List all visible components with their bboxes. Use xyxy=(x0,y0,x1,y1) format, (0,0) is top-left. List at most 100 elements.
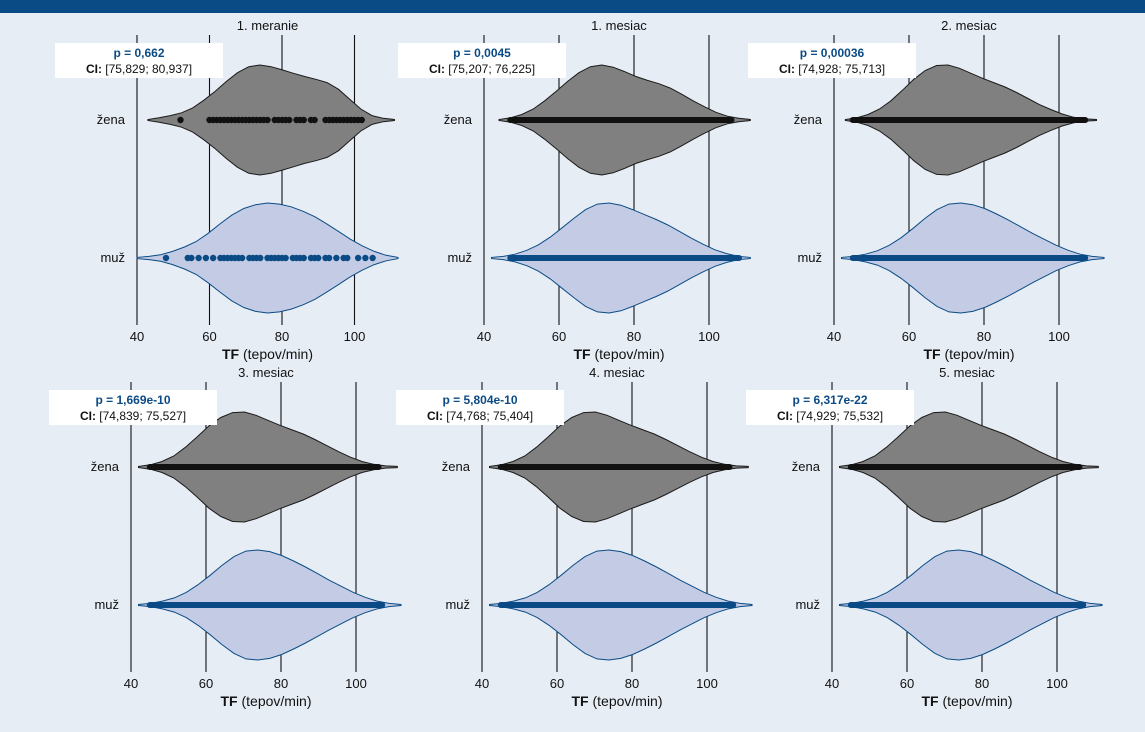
category-label: žena xyxy=(794,112,823,127)
p-value: p = 1,669e-10 xyxy=(95,393,170,407)
annotation-box xyxy=(398,43,566,78)
x-tick-label: 40 xyxy=(825,676,839,691)
p-value: p = 0,0045 xyxy=(453,46,511,60)
data-point-muz xyxy=(195,254,202,262)
panel-title: 3. mesiac xyxy=(238,365,294,380)
x-tick-label: 60 xyxy=(552,329,566,344)
x-tick-label: 80 xyxy=(625,676,639,691)
data-point-muz xyxy=(325,254,333,262)
panel-4: 3. mesiac žena muž 40 60 80 100 TF (tepov/min) p… xyxy=(49,365,402,709)
category-label: muž xyxy=(795,597,820,612)
confidence-interval: CI: [75,207; 76,225] xyxy=(429,62,535,76)
data-point-muz xyxy=(209,254,217,262)
data-point-muz xyxy=(333,254,340,262)
stats-annotation: p = 1,669e-10 CI: [74,839; 75,527] xyxy=(49,390,217,425)
data-point-muz xyxy=(188,254,195,262)
x-axis-label: TF (tepov/min) xyxy=(222,346,313,362)
x-tick-label: 80 xyxy=(274,676,288,691)
data-point-muz xyxy=(344,254,351,262)
data-point-muz xyxy=(282,254,289,262)
x-axis-label: TF (tepov/min) xyxy=(220,693,311,709)
x-tick-label: 80 xyxy=(275,329,289,344)
category-label: muž xyxy=(100,250,125,265)
x-tick-label: 100 xyxy=(698,329,720,344)
panel-title: 5. mesiac xyxy=(939,365,995,380)
panel-5: 4. mesiac žena muž 40 60 80 100 TF (tepov/min) p… xyxy=(396,365,753,709)
x-tick-label: 100 xyxy=(345,676,367,691)
x-tick-label: 60 xyxy=(902,329,916,344)
panel-title: 1. mesiac xyxy=(591,18,647,33)
x-axis-label: TF (tepov/min) xyxy=(921,693,1012,709)
stats-annotation: p = 0,00036 CI: [74,928; 75,713] xyxy=(748,43,916,78)
category-label: muž xyxy=(445,597,470,612)
data-point-zena xyxy=(286,116,293,124)
x-tick-label: 60 xyxy=(900,676,914,691)
x-tick-label: 100 xyxy=(344,329,366,344)
x-tick-label: 80 xyxy=(977,329,991,344)
category-label: žena xyxy=(91,459,120,474)
data-point-muz xyxy=(238,254,246,262)
x-tick-label: 60 xyxy=(199,676,213,691)
data-point-muz xyxy=(354,254,362,262)
data-point-zena xyxy=(358,116,365,124)
data-point-muz xyxy=(202,254,210,262)
confidence-interval: CI: [74,929; 75,532] xyxy=(777,409,883,423)
category-label: žena xyxy=(97,112,126,127)
category-label: žena xyxy=(444,112,473,127)
annotation-box xyxy=(49,390,217,425)
violin-zena xyxy=(147,64,395,176)
data-point-muz xyxy=(362,254,369,262)
panel-title: 1. meranie xyxy=(237,18,298,33)
x-tick-label: 100 xyxy=(1046,676,1068,691)
annotation-box xyxy=(746,390,914,425)
x-tick-label: 40 xyxy=(475,676,489,691)
x-axis-label: TF (tepov/min) xyxy=(571,693,662,709)
x-axis-label: TF (tepov/min) xyxy=(573,346,664,362)
confidence-interval: CI: [74,768; 75,404] xyxy=(427,409,533,423)
x-tick-label: 80 xyxy=(975,676,989,691)
x-tick-label: 100 xyxy=(1048,329,1070,344)
annotation-box xyxy=(396,390,564,425)
x-tick-label: 40 xyxy=(827,329,841,344)
confidence-interval: CI: [75,829; 80,937] xyxy=(86,62,192,76)
p-value: p = 0,00036 xyxy=(800,46,865,60)
x-tick-label: 100 xyxy=(696,676,718,691)
stats-annotation: p = 5,804e-10 CI: [74,768; 75,404] xyxy=(396,390,564,425)
data-point-zena xyxy=(264,116,271,124)
stats-annotation: p = 6,317e-22 CI: [74,929; 75,532] xyxy=(746,390,914,425)
confidence-interval: CI: [74,928; 75,713] xyxy=(779,62,885,76)
data-point-muz xyxy=(315,254,322,262)
header-band xyxy=(0,0,1145,13)
x-tick-label: 60 xyxy=(550,676,564,691)
annotation-box xyxy=(55,43,223,78)
confidence-interval: CI: [74,839; 75,527] xyxy=(80,409,186,423)
panel-title: 2. mesiac xyxy=(941,18,997,33)
annotation-box xyxy=(748,43,916,78)
x-tick-label: 60 xyxy=(202,329,216,344)
category-label: žena xyxy=(442,459,471,474)
stats-annotation: p = 0,0045 CI: [75,207; 76,225] xyxy=(398,43,566,78)
data-point-muz xyxy=(300,254,307,262)
x-tick-label: 80 xyxy=(627,329,641,344)
category-label: muž xyxy=(94,597,119,612)
panel-title: 4. mesiac xyxy=(589,365,645,380)
x-axis-label: TF (tepov/min) xyxy=(923,346,1014,362)
panel-3: 2. mesiac žena muž 40 60 80 100 TF (tepov/min) p… xyxy=(748,18,1105,362)
data-point-muz xyxy=(369,254,376,262)
x-tick-label: 40 xyxy=(130,329,144,344)
p-value: p = 0,662 xyxy=(113,46,164,60)
data-point-zena xyxy=(300,116,307,124)
data-point-zena xyxy=(311,116,318,124)
panel-1: 1. meranie žena muž 40 60 80 100 TF (tepov/min)… xyxy=(55,18,399,362)
stats-annotation: p = 0,662 CI: [75,829; 80,937] xyxy=(55,43,223,78)
data-point-muz xyxy=(162,254,170,262)
panel-6: 5. mesiac žena muž 40 60 80 100 TF (tepov/min) p… xyxy=(746,365,1103,709)
data-point-muz xyxy=(257,254,264,262)
p-value: p = 6,317e-22 xyxy=(792,393,867,407)
p-value: p = 5,804e-10 xyxy=(442,393,517,407)
x-tick-label: 40 xyxy=(124,676,138,691)
panel-2: 1. mesiac žena muž 40 60 80 100 TF (tepov/min) p… xyxy=(398,18,751,362)
data-point-zena xyxy=(177,116,184,124)
